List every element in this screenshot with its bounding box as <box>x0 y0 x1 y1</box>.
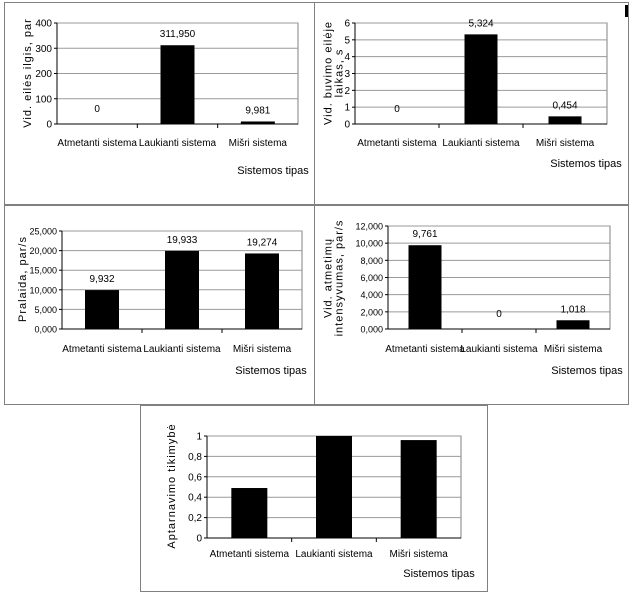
y-axis-title-line: Vid. atmetimų <box>323 238 335 318</box>
x-axis-title: Sistemos tipas <box>237 165 309 177</box>
y-tick-label: 5 <box>344 35 350 46</box>
y-axis-title: Aptarnavimo tikimybė <box>166 423 178 548</box>
y-tick-label: 6,000 <box>360 273 383 283</box>
data-label: 9,981 <box>245 105 270 116</box>
bar <box>231 488 268 538</box>
x-axis-title: Sistemos tipas <box>235 365 307 377</box>
data-label: 1,018 <box>560 304 585 315</box>
x-tick-label: Laukianti sistema <box>460 344 538 355</box>
y-tick-label: 6 <box>344 19 350 30</box>
y-tick-label: 2,000 <box>360 307 383 317</box>
bar <box>160 45 195 125</box>
x-axis-title: Sistemos tipas <box>550 158 622 170</box>
y-tick-label: 0,6 <box>188 472 202 483</box>
bar <box>400 440 437 538</box>
bar <box>464 34 498 124</box>
data-label: 19,933 <box>167 235 198 246</box>
y-tick-label: 4 <box>344 52 350 63</box>
x-tick-label: Atmetanti sistema <box>62 344 142 355</box>
y-tick-label: 1 <box>196 432 202 443</box>
bar <box>240 121 275 124</box>
y-axis-title-line: Aptarnavimo tikimybė <box>166 423 178 548</box>
y-tick-label: 300 <box>35 44 52 55</box>
y-tick-label: 0,000 <box>34 325 57 335</box>
chart-panel-service-probability: 0 0,2 0,4 0,6 0,8 1 Atmetanti sistema Laukianti… <box>140 405 488 592</box>
x-tick-label: Atmetanti sistema <box>357 138 437 149</box>
x-tick-label: Laukianti sistema <box>295 549 373 560</box>
data-label: 0 <box>496 309 502 320</box>
y-axis-title-line: Vid. eilės ilgis, par <box>22 18 34 127</box>
x-tick-label: Laukianti sistema <box>143 344 221 355</box>
y-axis-title: Vid. buvimo eilėje laikas, s <box>323 21 346 125</box>
x-tick-label: Atmetanti sistema <box>385 344 465 355</box>
x-tick-label: Mišri sistema <box>229 138 288 149</box>
chart-rejection-intensity: 0,000 2,000 4,000 6,000 8,000 10,000 12,000 Atm… <box>323 220 624 377</box>
y-tick-label: 25,000 <box>29 227 57 237</box>
y-tick-label: 1 <box>344 103 350 114</box>
bar <box>165 250 199 329</box>
y-tick-label: 12,000 <box>355 222 383 232</box>
chart-panel-waiting-time: 0 1 2 3 4 5 6 Atmetanti sistema 0 Laukianti siste… <box>314 2 629 205</box>
bar <box>548 116 582 124</box>
bar <box>556 320 590 329</box>
chart-throughput: 0,000 5,000 10,000 15,000 20,000 25,000 Atmeta… <box>17 227 307 378</box>
y-tick-label: 20,000 <box>29 246 57 256</box>
y-tick-label: 0,000 <box>360 325 383 335</box>
x-axis-title: Sistemos tipas <box>403 568 475 580</box>
chart-panel-throughput: 0,000 5,000 10,000 15,000 20,000 25,000 Atmeta… <box>4 205 314 405</box>
y-tick-label: 100 <box>35 94 52 105</box>
y-tick-label: 15,000 <box>29 266 57 276</box>
x-tick-label: Laukianti sistema <box>442 138 520 149</box>
y-tick-label: 0,4 <box>188 493 202 504</box>
chart-panel-rejection-intensity: 0,000 2,000 4,000 6,000 8,000 10,000 12,000 Atm… <box>314 205 629 405</box>
data-label: 0 <box>94 104 100 115</box>
y-axis-title: Vid. eilės ilgis, par <box>22 18 34 127</box>
chart-waiting-time: 0 1 2 3 4 5 6 Atmetanti sistema 0 Laukianti siste… <box>323 18 623 170</box>
y-tick-label: 0 <box>46 120 52 131</box>
y-axis-title: Vid. atmetimų intensyvumas, par/s <box>323 220 346 337</box>
data-label: 9,932 <box>89 274 114 285</box>
x-tick-label: Laukianti sistema <box>139 138 217 149</box>
x-axis-title: Sistemos tipas <box>551 365 623 377</box>
x-tick-label: Atmetanti sistema <box>210 549 290 560</box>
bar <box>408 245 442 329</box>
x-tick-label: Mišri sistema <box>389 549 448 560</box>
y-tick-label: 10,000 <box>355 239 383 249</box>
data-label: 0 <box>394 104 400 115</box>
chart-panel-queue-length: 0 100 200 300 400 Atmetanti sistema 0 Laukianti… <box>4 2 314 205</box>
bar <box>245 253 279 329</box>
y-tick-label: 0,2 <box>188 513 202 524</box>
data-label: 311,950 <box>160 29 196 40</box>
y-tick-label: 5,000 <box>34 305 57 315</box>
y-tick-label: 10,000 <box>29 285 57 295</box>
chart-service-probability: 0 0,2 0,4 0,6 0,8 1 Atmetanti sistema Laukianti… <box>166 423 475 580</box>
y-tick-label: 2 <box>344 86 350 97</box>
bar <box>85 290 119 329</box>
x-tick-label: Atmetanti sistema <box>57 138 137 149</box>
y-axis-title-line: Pralaida, par/s <box>17 236 29 322</box>
data-label: 5,324 <box>468 18 493 29</box>
x-tick-label: Mišri sistema <box>233 344 292 355</box>
data-label: 0,454 <box>552 100 577 111</box>
y-tick-label: 0 <box>196 534 202 545</box>
y-axis-title-line: laikas, s <box>334 49 346 98</box>
y-axis-title-line: Vid. buvimo eilėje <box>323 21 335 125</box>
y-axis-title: Pralaida, par/s <box>17 236 29 322</box>
x-tick-label: Mišri sistema <box>536 138 595 149</box>
data-label: 19,274 <box>247 237 278 248</box>
bar <box>316 436 352 538</box>
chart-queue-length: 0 100 200 300 400 Atmetanti sistema 0 Laukianti… <box>22 18 309 177</box>
y-tick-label: 8,000 <box>360 256 383 266</box>
corner-mark <box>625 5 628 17</box>
y-tick-label: 200 <box>35 69 52 80</box>
y-axis-title-line: intensyvumas, par/s <box>334 220 346 337</box>
y-tick-label: 0 <box>344 120 350 131</box>
y-tick-label: 400 <box>35 19 52 30</box>
data-label: 9,761 <box>412 229 437 240</box>
y-tick-label: 4,000 <box>360 290 383 300</box>
x-tick-label: Mišri sistema <box>544 344 603 355</box>
y-tick-label: 0,8 <box>188 452 202 463</box>
y-tick-label: 3 <box>344 69 350 80</box>
